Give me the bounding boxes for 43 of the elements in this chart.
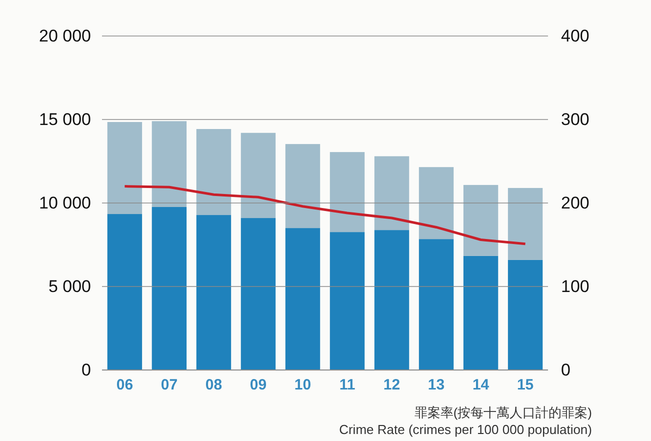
x-tick-label: 08 — [205, 376, 222, 394]
bar — [240, 218, 276, 370]
bar — [152, 121, 187, 208]
x-tick-label: 11 — [339, 376, 356, 394]
bar — [152, 207, 187, 370]
bar — [330, 152, 365, 232]
y2-tick-label: 100 — [561, 276, 590, 296]
x-tick-label: 15 — [516, 376, 534, 394]
y2-tick-label: 0 — [561, 360, 570, 380]
x-tick-label: 12 — [383, 376, 400, 394]
line-series — [123, 185, 527, 246]
bar — [374, 230, 410, 370]
y2-tick-label: 400 — [561, 26, 590, 46]
y-tick-label: 5 000 — [48, 276, 91, 296]
y2-tick-label: 300 — [561, 110, 590, 129]
x-tick-label: 09 — [250, 376, 267, 394]
bar — [240, 132, 276, 218]
text: Crime Rate (crimes per 100 000 population) — [339, 422, 592, 437]
x-tick-label: 07 — [160, 376, 178, 394]
y-tick-label: 10 000 — [39, 193, 91, 212]
bar — [418, 167, 454, 240]
bar — [285, 228, 320, 370]
x-tick-label: 13 — [428, 376, 445, 394]
y-tick-label: 0 — [82, 360, 91, 380]
x-tick-label: 06 — [116, 376, 134, 394]
y-tick-label: 20 000 — [39, 26, 91, 46]
bar — [107, 214, 142, 370]
bar — [418, 239, 454, 370]
bar — [463, 184, 498, 256]
x-tick-label: 14 — [472, 376, 490, 394]
y2-tick-label: 200 — [561, 193, 590, 212]
bar — [463, 256, 498, 370]
bar — [196, 215, 232, 370]
text: 罪案率(按每十萬人口計的罪案) — [414, 405, 592, 420]
bar — [196, 129, 232, 216]
y-tick-label: 15 000 — [39, 110, 91, 129]
x-tick-label: 10 — [294, 376, 312, 394]
bar — [107, 122, 142, 214]
bar — [508, 260, 543, 370]
bar — [374, 156, 410, 230]
bar — [508, 188, 543, 260]
bar — [285, 144, 320, 228]
bar — [330, 232, 365, 370]
